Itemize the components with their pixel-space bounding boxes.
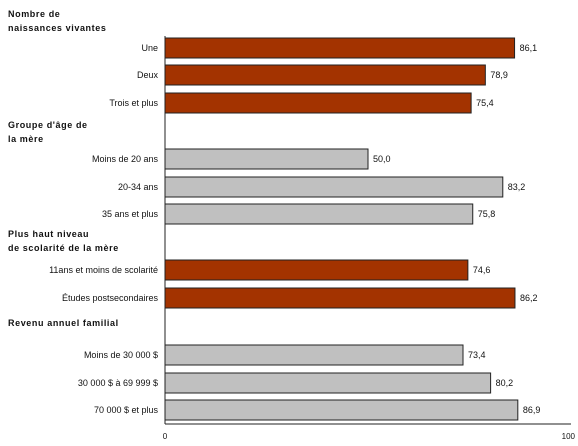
value-label: 78,9 — [490, 70, 508, 80]
x-tick-label-100: 100 — [562, 432, 576, 441]
value-label: 86,1 — [520, 43, 538, 53]
group-title: naissances vivantes — [8, 23, 106, 33]
value-label: 50,0 — [373, 154, 391, 164]
category-label: Trois et plus — [109, 98, 158, 108]
bar — [164, 37, 516, 59]
value-label: 75,8 — [478, 209, 496, 219]
category-label: 20-34 ans — [118, 182, 159, 192]
value-label: 74,6 — [473, 265, 491, 275]
value-label: 86,9 — [523, 405, 541, 415]
group-title: Nombre de — [8, 9, 60, 19]
group-title: Revenu annuel familial — [8, 318, 119, 328]
category-label: 70 000 $ et plus — [94, 405, 159, 415]
bars-layer — [164, 37, 519, 421]
value-label: 86,2 — [520, 293, 538, 303]
bar — [164, 287, 516, 309]
category-label: Études postsecondaires — [62, 293, 159, 303]
bar — [164, 176, 504, 198]
group-title: Groupe d'âge de — [8, 120, 88, 130]
category-label: Moins de 30 000 $ — [84, 350, 158, 360]
value-label: 73,4 — [468, 350, 486, 360]
category-label: Une — [141, 43, 158, 53]
bar — [164, 92, 472, 114]
bar — [164, 203, 474, 225]
bar — [164, 259, 469, 281]
category-label: 30 000 $ à 69 999 $ — [78, 378, 158, 388]
labels-layer: Nombre de naissances vivantes Une 86,1 Deux 7… — [8, 9, 540, 415]
value-label: 83,2 — [508, 182, 526, 192]
bar — [164, 372, 492, 394]
group-title: la mère — [8, 134, 44, 144]
group-title: de scolarité de la mère — [8, 243, 119, 253]
bar — [164, 399, 519, 421]
bar — [164, 344, 464, 366]
value-label: 75,4 — [476, 98, 494, 108]
bar — [164, 64, 486, 86]
category-label: Deux — [137, 70, 159, 80]
category-label: 35 ans et plus — [102, 209, 159, 219]
value-label: 80,2 — [496, 378, 514, 388]
category-label: Moins de 20 ans — [92, 154, 159, 164]
bar — [164, 148, 369, 170]
x-tick-label-0: 0 — [163, 432, 168, 441]
group-title: Plus haut niveau — [8, 229, 89, 239]
category-label: 11ans et moins de scolarité — [49, 265, 158, 275]
